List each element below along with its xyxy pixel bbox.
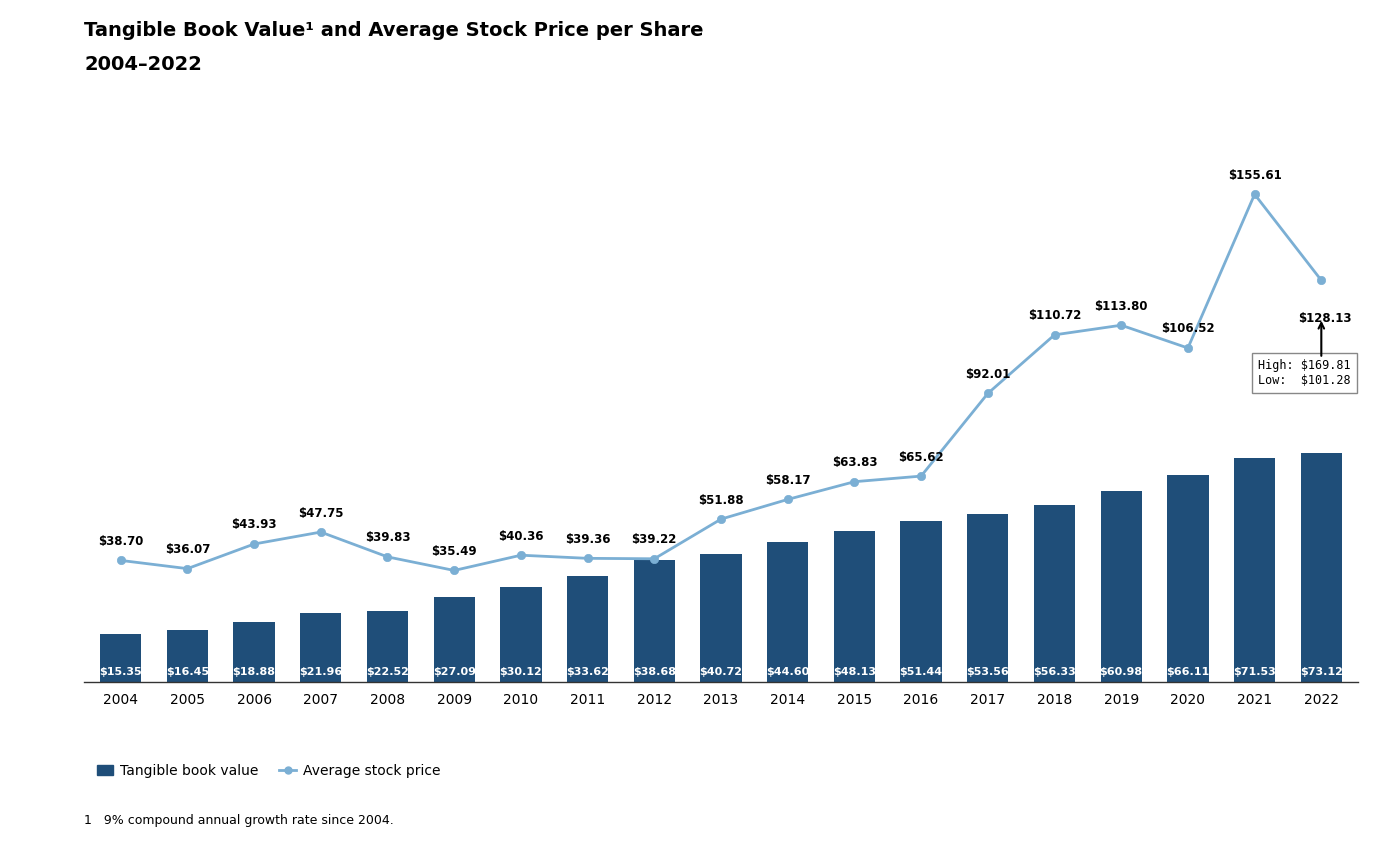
Legend: Tangible book value, Average stock price: Tangible book value, Average stock price bbox=[91, 758, 447, 783]
Text: $73.12: $73.12 bbox=[1299, 667, 1343, 676]
Bar bbox=[767, 542, 808, 682]
Text: $44.60: $44.60 bbox=[766, 667, 809, 676]
Text: $128.13: $128.13 bbox=[1298, 312, 1351, 325]
Bar bbox=[1301, 452, 1343, 682]
Bar bbox=[167, 630, 209, 682]
Text: $51.88: $51.88 bbox=[699, 493, 743, 507]
Text: $155.61: $155.61 bbox=[1228, 169, 1281, 181]
Bar bbox=[234, 623, 274, 682]
Text: $18.88: $18.88 bbox=[232, 667, 276, 676]
Bar bbox=[99, 634, 141, 682]
Text: $43.93: $43.93 bbox=[231, 519, 277, 532]
Text: $38.70: $38.70 bbox=[98, 535, 143, 548]
Text: $71.53: $71.53 bbox=[1233, 667, 1275, 676]
Text: $66.11: $66.11 bbox=[1166, 667, 1210, 676]
Bar bbox=[1033, 505, 1075, 682]
Text: $53.56: $53.56 bbox=[966, 667, 1009, 676]
Bar bbox=[967, 514, 1008, 682]
Text: $39.83: $39.83 bbox=[365, 532, 410, 544]
Text: High: $169.81
Low:  $101.28: High: $169.81 Low: $101.28 bbox=[1259, 359, 1351, 387]
Bar bbox=[367, 611, 409, 682]
Text: $27.09: $27.09 bbox=[433, 667, 476, 676]
Bar bbox=[567, 576, 608, 682]
Text: $15.35: $15.35 bbox=[99, 667, 141, 676]
Bar bbox=[434, 596, 475, 682]
Bar bbox=[634, 561, 675, 682]
Text: $30.12: $30.12 bbox=[500, 667, 542, 676]
Text: $21.96: $21.96 bbox=[300, 667, 343, 676]
Text: $16.45: $16.45 bbox=[165, 667, 209, 676]
Text: $33.62: $33.62 bbox=[566, 667, 609, 676]
Text: $47.75: $47.75 bbox=[298, 507, 343, 520]
Text: $38.68: $38.68 bbox=[633, 667, 676, 676]
Text: Tangible Book Value¹ and Average Stock Price per Share: Tangible Book Value¹ and Average Stock P… bbox=[84, 21, 703, 40]
Bar bbox=[700, 554, 742, 682]
Text: $106.52: $106.52 bbox=[1161, 323, 1215, 336]
Bar bbox=[900, 521, 942, 682]
Text: $48.13: $48.13 bbox=[833, 667, 876, 676]
Text: $39.22: $39.22 bbox=[631, 533, 678, 546]
Text: $40.72: $40.72 bbox=[700, 667, 742, 676]
Text: $92.01: $92.01 bbox=[965, 368, 1011, 381]
Bar bbox=[300, 613, 342, 682]
Text: $63.83: $63.83 bbox=[832, 456, 878, 469]
Bar bbox=[834, 531, 875, 682]
Text: $22.52: $22.52 bbox=[365, 667, 409, 676]
Text: $56.33: $56.33 bbox=[1033, 667, 1075, 676]
Bar bbox=[500, 587, 542, 682]
Text: $60.98: $60.98 bbox=[1099, 667, 1142, 676]
Bar bbox=[1233, 458, 1275, 682]
Text: $35.49: $35.49 bbox=[431, 545, 477, 558]
Text: $110.72: $110.72 bbox=[1028, 309, 1081, 322]
Bar bbox=[1168, 475, 1208, 682]
Text: 2004–2022: 2004–2022 bbox=[84, 55, 202, 74]
Text: 1   9% compound annual growth rate since 2004.: 1 9% compound annual growth rate since 2… bbox=[84, 814, 393, 826]
Text: $40.36: $40.36 bbox=[498, 530, 543, 543]
Text: $51.44: $51.44 bbox=[900, 667, 942, 676]
Text: $36.07: $36.07 bbox=[165, 543, 210, 556]
Bar bbox=[1100, 491, 1142, 682]
Text: $39.36: $39.36 bbox=[564, 532, 610, 546]
Text: $65.62: $65.62 bbox=[899, 451, 944, 463]
Text: $58.17: $58.17 bbox=[764, 474, 811, 486]
Text: $113.80: $113.80 bbox=[1095, 300, 1148, 313]
